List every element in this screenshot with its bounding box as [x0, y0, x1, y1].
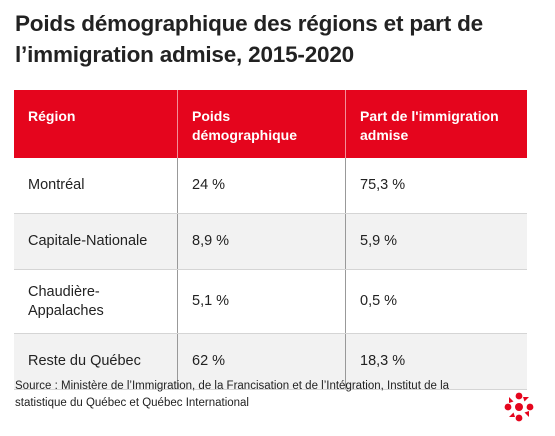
table-row: Montréal 24 % 75,3 % [14, 158, 527, 214]
cell-region: Chaudière-Appalaches [28, 283, 104, 319]
cell-immigration: 0,5 % [345, 270, 527, 333]
data-table: Région Poids démographique Part de l'imm… [14, 90, 527, 390]
cell-region: Reste du Québec [28, 353, 141, 369]
source-note: Source : Ministère de l’Immigration, de … [15, 380, 450, 409]
cell-poids: 24 % [177, 158, 345, 213]
column-header-region: Région [28, 108, 76, 124]
cell-immigration: 18,3 % [345, 334, 527, 389]
cell-poids: 5,1 % [177, 270, 345, 333]
radio-canada-gem-icon [504, 392, 534, 422]
table-row: Capitale-Nationale 8,9 % 5,9 % [14, 214, 527, 270]
chart-title: Poids démographique des régions et part … [15, 11, 483, 67]
cell-region: Montréal [28, 177, 85, 193]
table-row: Reste du Québec 62 % 18,3 % [14, 334, 527, 390]
cell-poids: 8,9 % [177, 214, 345, 269]
cell-immigration: 75,3 % [345, 158, 527, 213]
table-header-row: Région Poids démographique Part de l'imm… [14, 90, 527, 158]
column-header-poids: Poids démographique [177, 90, 345, 158]
cell-poids: 62 % [177, 334, 345, 389]
cell-region: Capitale-Nationale [28, 233, 148, 249]
cell-immigration: 5,9 % [345, 214, 527, 269]
table-row: Chaudière-Appalaches 5,1 % 0,5 % [14, 270, 527, 334]
column-header-immigration: Part de l'immigration admise [345, 90, 527, 158]
